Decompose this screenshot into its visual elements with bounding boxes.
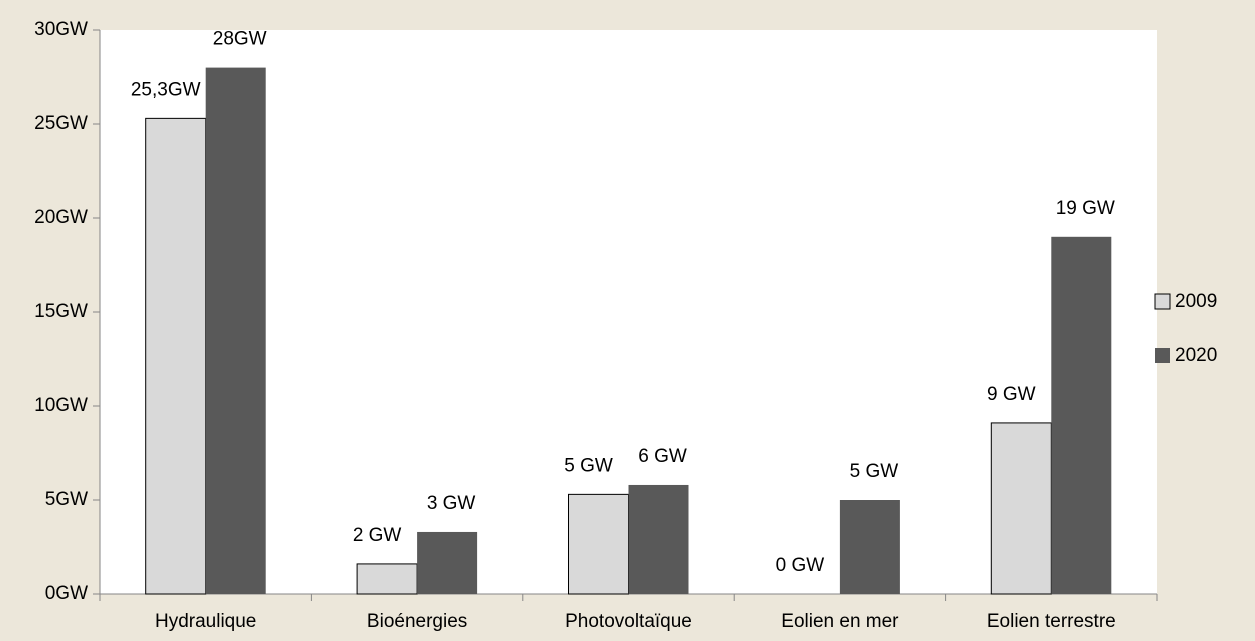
legend-label: 2020 <box>1175 345 1217 366</box>
y-tick-label: 25GW <box>34 113 88 134</box>
bar <box>356 563 418 595</box>
data-label: 19 GW <box>1056 198 1115 219</box>
legend-swatch <box>1155 348 1170 363</box>
y-tick-label: 20GW <box>34 207 88 228</box>
y-tick-label: 30GW <box>34 19 88 40</box>
bar <box>568 493 629 595</box>
data-label: 6 GW <box>638 446 687 467</box>
x-tick-label: Eolien en mer <box>781 611 899 632</box>
legend-label: 2009 <box>1175 291 1217 312</box>
bar <box>628 484 689 594</box>
bar <box>205 67 266 595</box>
legend-swatch <box>1154 293 1171 310</box>
bar <box>839 500 900 594</box>
y-tick-label: 15GW <box>34 301 88 322</box>
data-label: 5 GW <box>850 461 899 482</box>
bar <box>417 531 478 594</box>
bar <box>145 117 207 595</box>
y-tick-label: 5GW <box>45 489 88 510</box>
bar <box>1051 236 1112 595</box>
x-tick-label: Photovoltaïque <box>565 611 692 632</box>
data-label: 2 GW <box>353 525 402 546</box>
data-label: 25,3GW <box>131 79 201 100</box>
x-tick-label: Eolien terrestre <box>987 611 1116 632</box>
bar <box>990 422 1052 595</box>
data-label: 5 GW <box>564 455 613 476</box>
y-tick-label: 10GW <box>34 395 88 416</box>
data-label: 9 GW <box>987 384 1036 405</box>
x-tick-label: Hydraulique <box>155 611 256 632</box>
x-tick-label: Bioénergies <box>367 611 467 632</box>
y-tick-label: 0GW <box>45 583 88 604</box>
data-label: 0 GW <box>776 555 825 576</box>
data-label: 28GW <box>213 29 267 50</box>
data-label: 3 GW <box>427 493 476 514</box>
